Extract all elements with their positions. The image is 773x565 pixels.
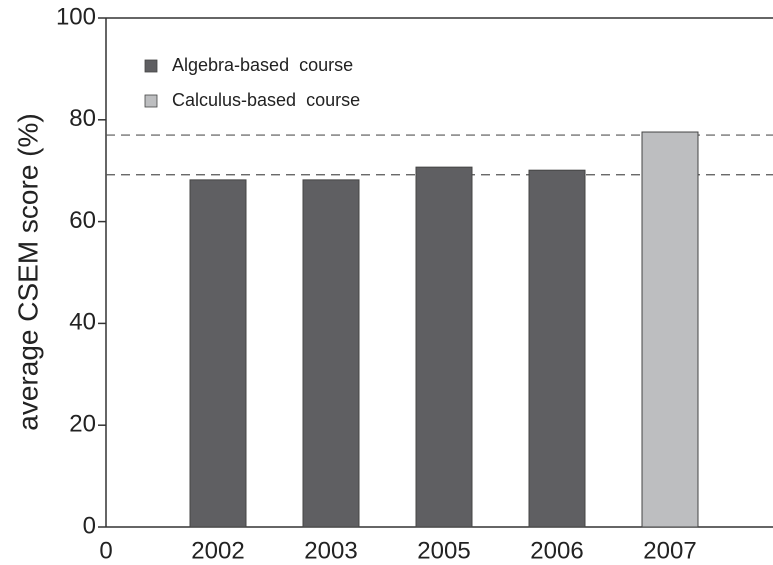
legend-label: Calculus-based course [172, 90, 360, 110]
bar [641, 131, 699, 528]
legend-swatch [144, 94, 158, 108]
y-tick-label: 40 [69, 309, 96, 336]
y-tick-label: 20 [69, 411, 96, 438]
legend-label: Algebra-based course [172, 55, 353, 75]
y-tick-label: 100 [56, 3, 96, 30]
x-tick-label: 2003 [304, 537, 357, 564]
bar [528, 169, 586, 528]
bar [189, 179, 247, 528]
x-tick-label: 2002 [191, 537, 244, 564]
bar [415, 166, 473, 528]
x-tick-label: 2006 [530, 537, 583, 564]
x-tick-label: 2007 [643, 537, 696, 564]
legend-swatch [144, 59, 158, 73]
y-tick-label: 0 [83, 512, 96, 539]
y-axis-label: average CSEM score (%) [12, 113, 43, 430]
x-origin-label: 0 [99, 537, 112, 564]
x-tick-label: 2005 [417, 537, 470, 564]
y-tick-label: 80 [69, 105, 96, 132]
bar [302, 179, 360, 528]
y-tick-label: 60 [69, 207, 96, 234]
